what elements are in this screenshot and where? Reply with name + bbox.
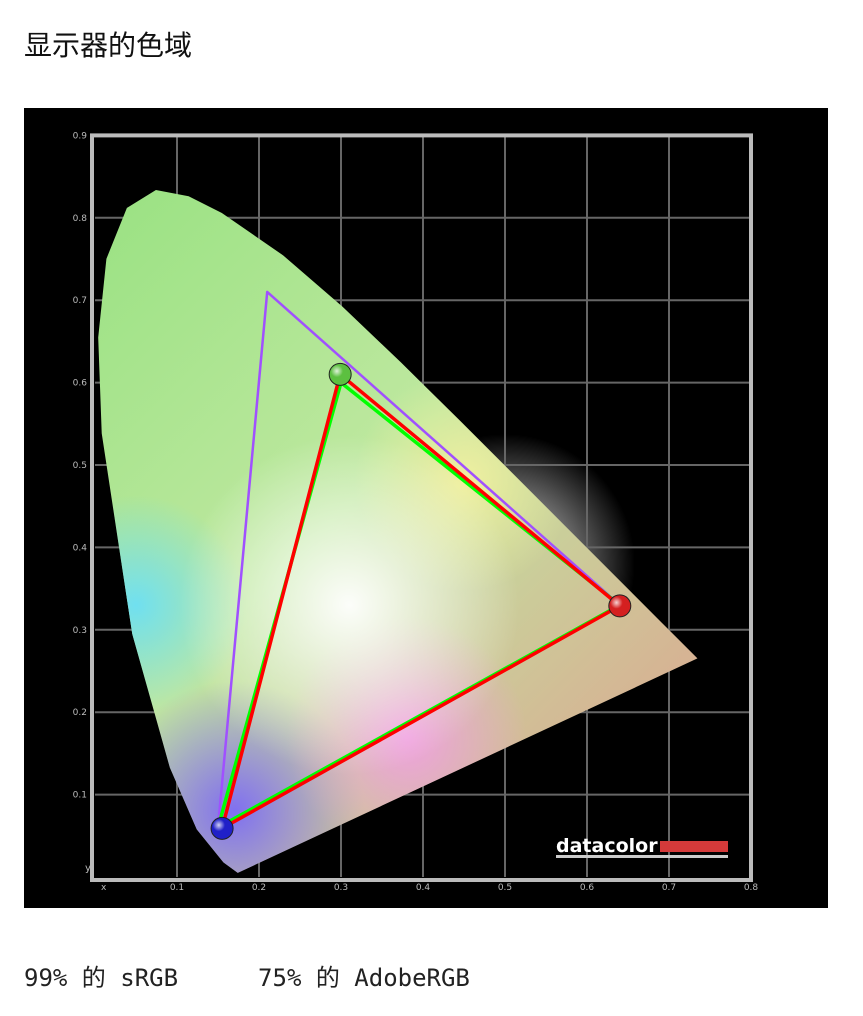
gamut-triangle-measured xyxy=(220,372,622,831)
coverage-summary: 99% 的 sRGB 75% 的 AdobeRGB xyxy=(24,958,550,993)
cie-chromaticity-chart: 0.1 0.2 0.3 0.4 0.5 0.6 0.7 0.8 0.1 0.2 0.3 0.4 0.5 0… xyxy=(24,108,828,908)
y-tick-label: 0.6 xyxy=(73,379,88,389)
logo-underline xyxy=(556,855,728,858)
white-point-region xyxy=(179,435,520,776)
blue-primary-marker-highlight xyxy=(211,817,234,840)
x-tick-label: 0.4 xyxy=(416,883,431,893)
y-tick-label: 0.5 xyxy=(73,461,87,471)
chart-svg: 0.1 0.2 0.3 0.4 0.5 0.6 0.7 0.8 0.1 0.2 0.3 0.4 0.5 0… xyxy=(73,131,759,893)
adobergb-coverage: 75% 的 AdobeRGB xyxy=(258,964,470,992)
y-tick-label: 0.7 xyxy=(73,296,87,306)
y-tick-label: 0.2 xyxy=(73,708,87,718)
x-tick-label: 0.5 xyxy=(498,883,512,893)
y-axis-label: y xyxy=(85,863,91,874)
y-tick-label: 0.8 xyxy=(73,214,88,224)
plot-frame xyxy=(90,133,753,882)
green-primary-marker-highlight xyxy=(329,363,352,386)
datacolor-logo: datacolor xyxy=(556,835,658,857)
y-tick-label: 0.4 xyxy=(73,543,88,553)
x-tick-label: 0.1 xyxy=(170,883,184,893)
y-tick-label: 0.1 xyxy=(73,791,87,801)
y-tick-label: 0.9 xyxy=(73,131,88,141)
page-title: 显示器的色域 xyxy=(24,29,193,62)
spectral-locus xyxy=(98,189,698,873)
x-axis-label: x xyxy=(101,883,107,893)
x-tick-label: 0.3 xyxy=(334,883,348,893)
y-tick-label: 0.3 xyxy=(73,626,87,636)
x-tick-label: 0.2 xyxy=(252,883,266,893)
srgb-coverage: 99% 的 sRGB xyxy=(24,964,179,992)
x-tick-label: 0.6 xyxy=(580,883,595,893)
red-primary-marker-highlight xyxy=(608,594,631,617)
x-tick-label: 0.7 xyxy=(662,883,676,893)
logo-red-bar xyxy=(660,841,728,852)
x-tick-label: 0.8 xyxy=(744,883,759,893)
